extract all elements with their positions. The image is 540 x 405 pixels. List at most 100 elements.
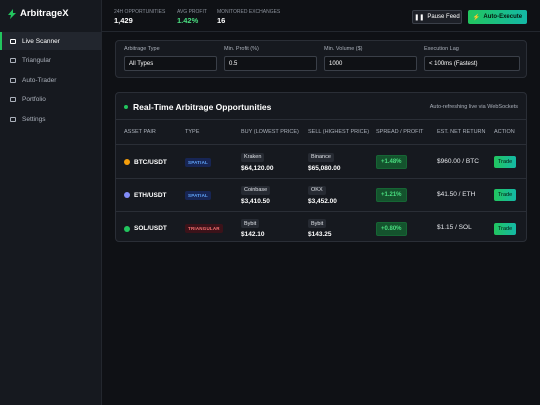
panel-header: Real-Time Arbitrage Opportunities Auto-r… xyxy=(116,93,526,120)
buy-cell: Kraken $64,120.00 xyxy=(241,152,308,172)
price: $64,120.00 xyxy=(241,164,274,172)
filter: Min. Volume ($) 1000 xyxy=(324,46,417,71)
nav: Live Scanner Triangular Auto-Trader Portfol… xyxy=(0,32,101,130)
pair-name: BTC/USDT xyxy=(134,158,167,166)
table-row: BTC/USDT SPATIAL Kraken $64,120.00 Binance $6… xyxy=(116,146,526,179)
nav-item[interactable]: Triangular xyxy=(0,52,101,70)
exchange: Coinbase xyxy=(241,185,271,195)
refresh-note: Auto-refreshing live via WebSockets xyxy=(429,104,518,110)
logo-icon xyxy=(8,8,16,19)
filter-input[interactable]: 1000 xyxy=(324,56,417,71)
sell-cell: OKX $3,452.00 xyxy=(308,185,376,205)
auto-execute-button[interactable]: ⚡ Auto-Execute xyxy=(468,10,527,24)
stat-label: MONITORED EXCHANGES xyxy=(217,9,281,15)
column-header: Action xyxy=(494,128,515,135)
panel-title: Real-Time Arbitrage Opportunities xyxy=(124,102,271,112)
stat-value: 16 xyxy=(217,16,226,25)
filter: Execution Lag < 100ms (Fastest) xyxy=(424,46,520,71)
filter-label: Execution Lag xyxy=(424,46,459,52)
column-header: Sell (Highest Price) xyxy=(308,128,370,135)
opportunities-panel: Real-Time Arbitrage Opportunities Auto-r… xyxy=(115,92,527,242)
pair-name: SOL/USDT xyxy=(134,225,167,232)
column-header: Type xyxy=(185,128,200,135)
stat-value: 1,429 xyxy=(114,16,133,25)
exchange: Bybit xyxy=(241,219,260,228)
stat-label: 24H OPPORTUNITIES xyxy=(114,9,166,15)
stat: MONITORED EXCHANGES 16 xyxy=(217,9,280,25)
spread: +0.80% xyxy=(376,221,407,236)
filters-panel: Arbitrage Type All Types Min. Profit (%) 0.… xyxy=(115,40,527,78)
pause-label: Pause Feed xyxy=(427,14,460,20)
spread: +1.21% xyxy=(376,188,407,202)
nav-item[interactable]: Live Scanner xyxy=(0,32,101,50)
stat: 24H OPPORTUNITIES 1,429 xyxy=(114,9,165,25)
asset-pair: ETH/USDT xyxy=(124,192,185,199)
spread: +1.48% xyxy=(376,155,407,169)
nav-item[interactable]: Auto-Trader xyxy=(0,71,101,89)
top-bar: 24H OPPORTUNITIES 1,429 AVG PROFIT 1.42% MON… xyxy=(102,0,540,32)
live-dot xyxy=(124,105,128,109)
filter-input[interactable]: < 100ms (Fastest) xyxy=(424,56,520,71)
auto-label: Auto-Execute xyxy=(483,14,523,20)
price: $65,080.00 xyxy=(308,164,341,172)
column-header: Asset Pair xyxy=(124,128,156,135)
type-tag: SPATIAL xyxy=(185,157,211,167)
coin-icon xyxy=(124,159,130,165)
filter-label: Min. Volume ($) xyxy=(324,46,363,52)
pause-icon: ❚❚ xyxy=(414,14,425,21)
type-tag: SPATIAL xyxy=(185,190,211,200)
table-row: SOL/USDT TRIANGULAR Bybit $142.10 Bybit $143.… xyxy=(116,212,526,245)
nav-item[interactable]: Settings xyxy=(0,110,101,128)
brand: ArbitrageX xyxy=(20,8,69,19)
nav-label: Portfolio xyxy=(22,96,46,103)
nav-item[interactable]: Portfolio xyxy=(0,91,101,109)
exchange: Kraken xyxy=(241,152,265,162)
coin-icon xyxy=(124,192,130,198)
column-header: Spread / Profit xyxy=(376,128,424,135)
nav-label: Triangular xyxy=(22,57,52,64)
stat-label: AVG PROFIT xyxy=(177,9,207,15)
pair-name: ETH/USDT xyxy=(134,191,167,199)
nav-icon xyxy=(10,116,16,122)
nav-icon xyxy=(10,77,16,83)
coin-icon xyxy=(124,225,130,232)
trade-button[interactable]: Trade xyxy=(494,189,517,201)
stat: AVG PROFIT 1.42% xyxy=(177,9,207,25)
logo: ArbitrageX xyxy=(8,8,69,19)
table-row: ETH/USDT SPATIAL Coinbase $3,410.50 OKX $3,45… xyxy=(116,179,526,212)
sell-cell: Bybit $143.25 xyxy=(308,219,376,238)
asset-pair: SOL/USDT xyxy=(124,225,185,232)
filter-label: Min. Profit (%) xyxy=(224,46,259,52)
filter: Min. Profit (%) 0.5 xyxy=(224,46,317,71)
price: $143.25 xyxy=(308,231,332,238)
sidebar: ArbitrageX Live Scanner Triangular Auto-Tr… xyxy=(0,0,102,405)
column-header: Buy (Lowest Price) xyxy=(241,128,299,135)
exchange: Bybit xyxy=(308,219,327,228)
title-text: Real-Time Arbitrage Opportunities xyxy=(133,102,272,112)
stat-value: 1.42% xyxy=(177,16,199,25)
type-tag: TRIANGULAR xyxy=(185,224,223,233)
sell-cell: Binance $65,080.00 xyxy=(308,152,376,172)
exchange: OKX xyxy=(308,185,326,195)
pause-button[interactable]: ❚❚ Pause Feed xyxy=(412,10,462,24)
bolt-icon: ⚡ xyxy=(472,14,481,21)
filter: Arbitrage Type All Types xyxy=(124,46,217,71)
nav-icon xyxy=(10,38,16,44)
filter-input[interactable]: All Types xyxy=(124,56,217,71)
column-header: Est. Net Return xyxy=(437,128,486,135)
nav-label: Auto-Trader xyxy=(22,76,57,84)
trade-button[interactable]: Trade xyxy=(494,156,517,168)
exchange: Binance xyxy=(308,152,334,162)
price: $3,410.50 xyxy=(241,197,270,205)
nav-icon xyxy=(10,97,16,102)
nav-label: Settings xyxy=(22,115,46,123)
filter-input[interactable]: 0.5 xyxy=(224,56,317,71)
net-return: $1.15 / SOL xyxy=(437,224,472,232)
buy-cell: Coinbase $3,410.50 xyxy=(241,185,308,205)
buy-cell: Bybit $142.10 xyxy=(241,219,308,238)
price: $142.10 xyxy=(241,231,265,238)
table-header: Asset Pair Type Buy (Lowest Price) Sell (Hi… xyxy=(116,120,526,145)
trade-button[interactable]: Trade xyxy=(494,222,517,235)
filter-label: Arbitrage Type xyxy=(124,46,160,52)
